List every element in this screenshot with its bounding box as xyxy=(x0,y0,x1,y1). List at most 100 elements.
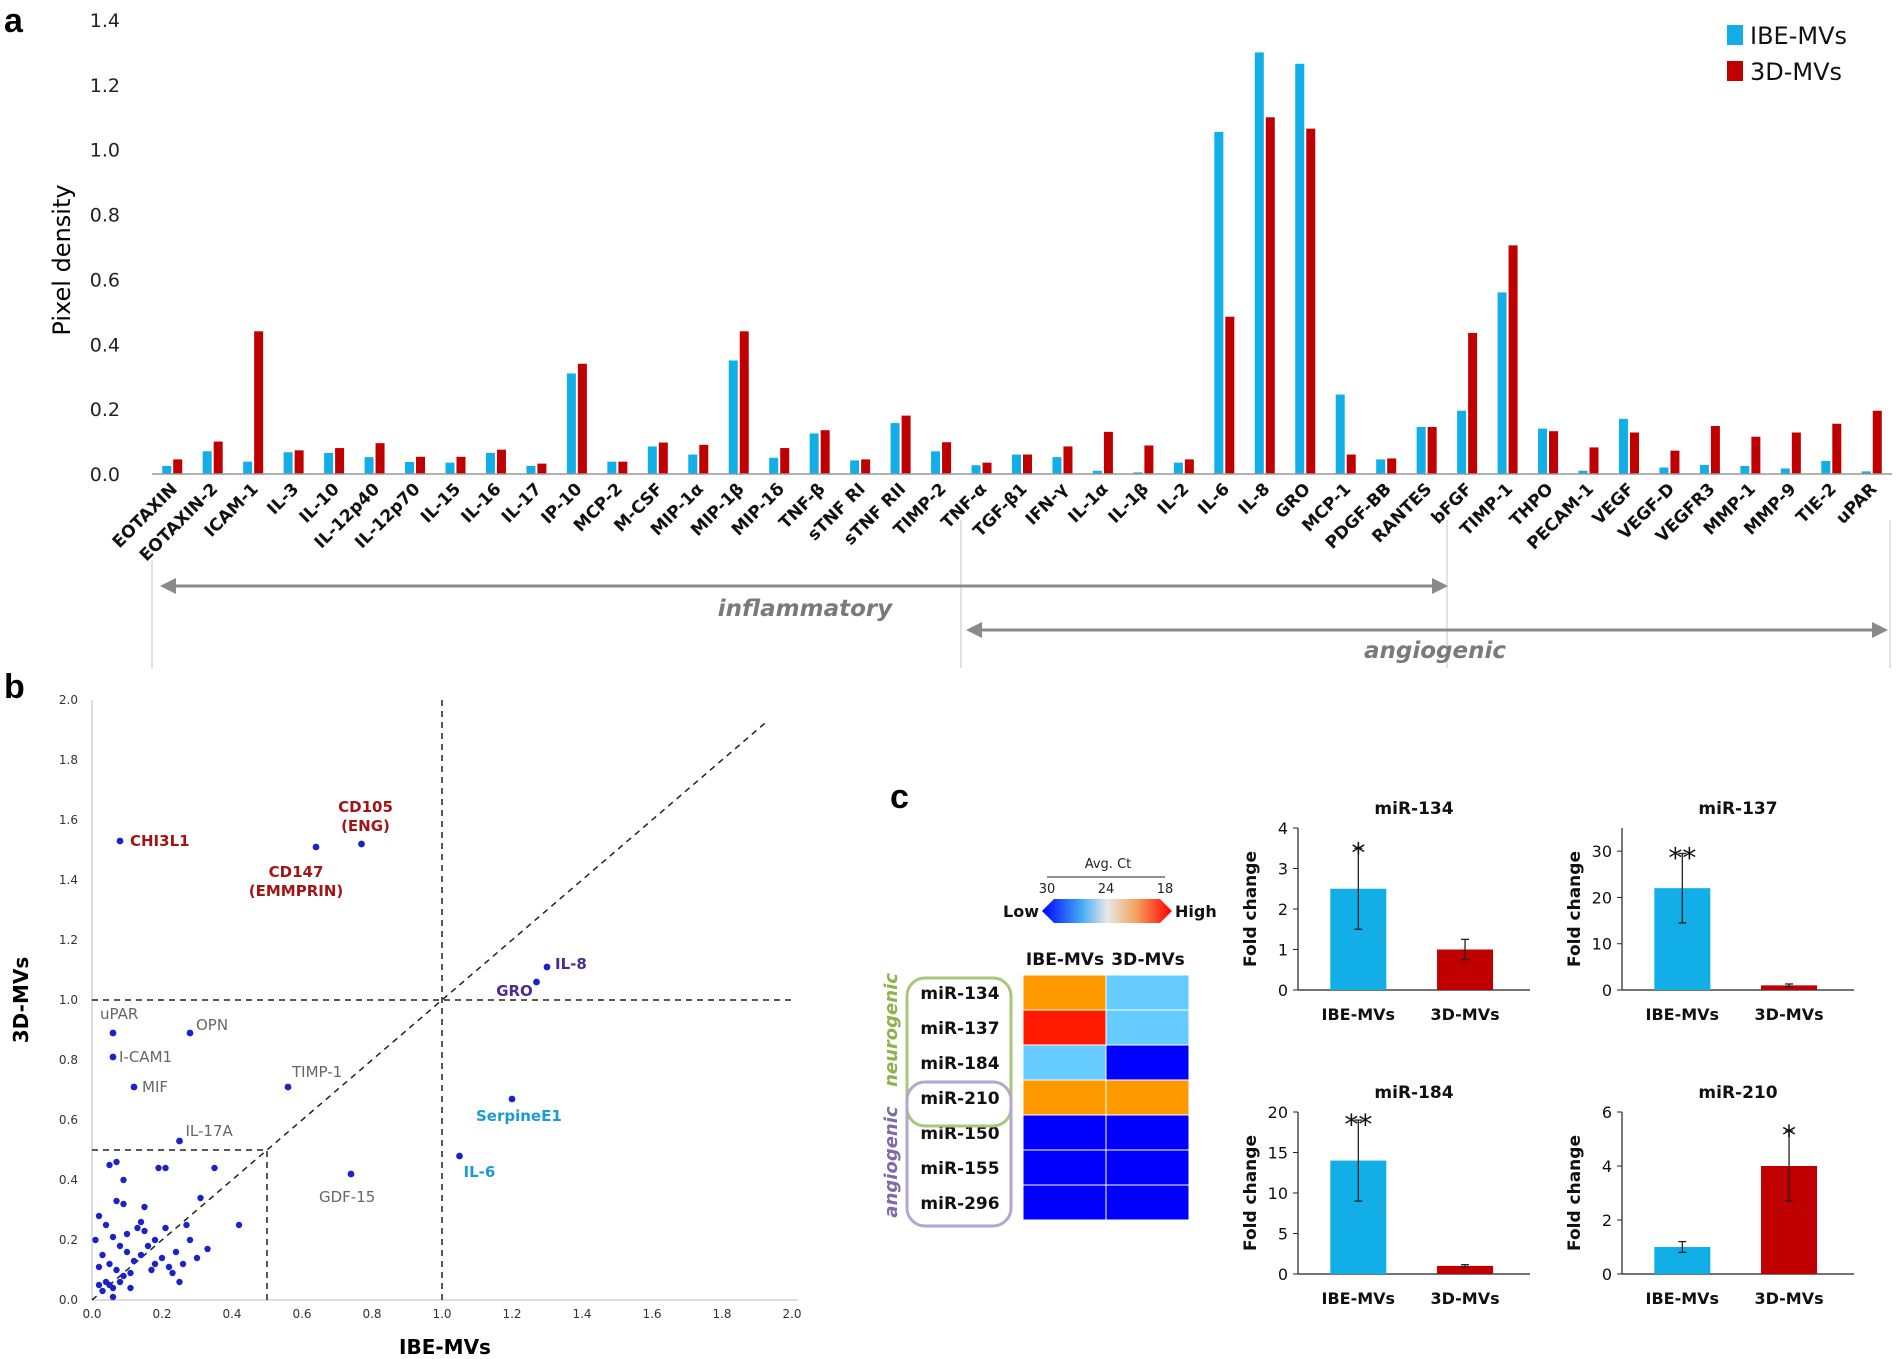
x-tick-label: 0.8 xyxy=(362,1307,381,1321)
scatter-point xyxy=(141,1203,148,1211)
bar-3d-timp-2 xyxy=(942,442,952,474)
bar-ibe-mmp-1 xyxy=(1740,465,1750,474)
bar-3d-mcp-1 xyxy=(1346,454,1356,474)
scatter-point xyxy=(113,1158,120,1166)
scale-tick-18: 18 xyxy=(1157,882,1174,897)
heatmap-col-ibe: IBE-MVs xyxy=(1026,950,1104,970)
scatter-point xyxy=(120,1176,127,1184)
heatmap-group-brackets: neurogenic angiogenic xyxy=(881,973,1013,1228)
heatmap-cell xyxy=(1022,1009,1107,1046)
heatmap-cell xyxy=(1022,1079,1107,1116)
mini-y-label: Fold change xyxy=(1565,1135,1585,1251)
scatter-point xyxy=(106,1260,113,1268)
scatter-point xyxy=(155,1164,162,1172)
scatter-point xyxy=(123,1248,131,1256)
bar-ibe-rantes xyxy=(1416,426,1426,474)
neurogenic-bracket xyxy=(905,976,1013,1128)
heatmap-col-3d: 3D-MVs xyxy=(1111,950,1185,970)
mini-chart-title: miR-134 xyxy=(1374,799,1453,819)
scatter-point xyxy=(123,1230,131,1238)
mini-category-label: IBE-MVs xyxy=(1322,1289,1396,1308)
mini-y-tick: 1 xyxy=(1278,941,1288,960)
bar-3d-il-3 xyxy=(294,450,304,474)
scale-tick-30: 30 xyxy=(1039,882,1056,897)
significance-marker: ** xyxy=(1344,1108,1372,1141)
heatmap-row-label: miR-155 xyxy=(920,1159,999,1179)
scatter-point-labeled xyxy=(347,1170,355,1178)
scatter-point xyxy=(109,1233,117,1241)
scale-title: Avg. Ct xyxy=(1085,857,1132,872)
mini-y-tick: 0 xyxy=(1278,1265,1288,1284)
heatmap-cell xyxy=(1022,1044,1107,1081)
mini-y-label: Fold change xyxy=(1241,851,1261,967)
bar-3d-tnf- xyxy=(982,462,992,474)
scatter-point xyxy=(158,1254,166,1262)
scatter-point xyxy=(193,1254,201,1262)
bar-3d-bfgf xyxy=(1468,332,1478,474)
heatmap-row-labels: miR-134 miR-137 miR-184 miR-210 miR-150 miR-1… xyxy=(920,984,999,1214)
bar-ibe-mip-1- xyxy=(688,454,698,474)
bar-ibe-il-12p70 xyxy=(405,462,415,474)
point-label: SerpineE1 xyxy=(476,1107,562,1125)
significance-marker: * xyxy=(1351,836,1365,869)
scatter-point-labeled xyxy=(456,1152,463,1160)
scatter-point xyxy=(102,1221,110,1229)
bar-ibe-m-csf xyxy=(647,446,657,474)
bar-3d-icam-1 xyxy=(254,331,264,474)
scatter-point xyxy=(179,1260,187,1268)
mini-y-tick: 0 xyxy=(1602,981,1612,1000)
bar-3d-mip-1- xyxy=(739,331,749,474)
mini-bar-3d-mvs xyxy=(1761,985,1818,990)
x-tick-label: 0.6 xyxy=(292,1307,311,1321)
mini-chart-mir-137: miR-137 0 10 20 30 Fold change IBE-MVs ** 3D-MVs xyxy=(1565,799,1854,1024)
heatmap-row-label: miR-137 xyxy=(920,1019,999,1039)
bar-3d-eotaxin xyxy=(173,459,183,474)
bar-3d-il-12p40 xyxy=(375,443,385,474)
panel-b-point-labels: CHI3L1 CD105(ENG) CD147(EMMPRIN) IL-8 GRO uPA… xyxy=(100,798,587,1206)
heatmap-cell xyxy=(1022,1149,1107,1186)
point-label: CHI3L1 xyxy=(130,832,190,850)
angiogenic-bracket xyxy=(905,1080,1013,1228)
point-label: IL-17A xyxy=(186,1122,234,1140)
bar-ibe-mcp-2 xyxy=(607,461,617,474)
scatter-point xyxy=(113,1197,120,1205)
scatter-point xyxy=(211,1164,218,1172)
bar-3d-rantes xyxy=(1427,426,1437,474)
bar-3d-il-10 xyxy=(335,448,345,474)
panel-b-points xyxy=(92,837,551,1301)
category-label: IL-17 xyxy=(498,479,546,527)
point-label: MIF xyxy=(142,1078,168,1096)
bar-ibe-vegf-d xyxy=(1659,467,1669,474)
heatmap-cell xyxy=(1105,1044,1190,1081)
y-tick-label: 0.4 xyxy=(59,1173,78,1187)
scatter-point xyxy=(116,1242,124,1250)
point-label: I-CAM1 xyxy=(119,1048,172,1066)
scatter-point xyxy=(113,1266,120,1274)
bar-3d-mmp-9 xyxy=(1791,432,1801,474)
mini-y-tick: 20 xyxy=(1268,1103,1288,1122)
mini-category-label: IBE-MVs xyxy=(1322,1005,1396,1024)
panel-a-letter: a xyxy=(4,2,24,40)
scatter-point-labeled xyxy=(508,1095,516,1103)
mini-chart-title: miR-184 xyxy=(1374,1083,1453,1103)
scale-gradient-arrow xyxy=(1042,899,1172,923)
mini-category-label: IBE-MVs xyxy=(1646,1289,1720,1308)
scatter-point xyxy=(134,1224,141,1232)
bar-ibe-vegfr3 xyxy=(1699,464,1709,474)
bar-ibe-mip-1- xyxy=(728,360,738,474)
y-tick-label: 0.2 xyxy=(59,1233,78,1247)
diagonal-line xyxy=(91,720,768,1301)
bar-3d-il-16 xyxy=(496,449,506,474)
bar-ibe-upar xyxy=(1861,471,1871,474)
mini-y-tick: 10 xyxy=(1268,1184,1288,1203)
bar-ibe-mmp-9 xyxy=(1780,468,1790,474)
bar-ibe-vegf xyxy=(1618,418,1628,474)
category-label: IL-1α xyxy=(1065,479,1113,527)
bar-ibe-il-6 xyxy=(1214,131,1224,474)
bar-3d-upar xyxy=(1872,410,1882,474)
bar-3d-pdgf-bb xyxy=(1387,458,1397,474)
heatmap-color-scale: Avg. Ct 30 24 18 Low High xyxy=(1003,857,1217,923)
bar-ibe-eotaxin-2 xyxy=(202,451,212,474)
scatter-point xyxy=(162,1224,169,1232)
